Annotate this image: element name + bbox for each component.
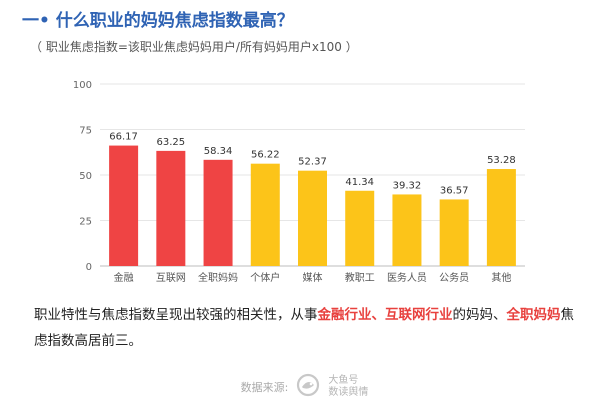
x-tick-label: 互联网	[156, 272, 186, 284]
x-tick-label: 媒体	[303, 272, 323, 284]
conclusion-part3: 焦虑指数高居前三。	[34, 307, 574, 349]
bar	[345, 190, 375, 266]
y-tick-label: 100	[73, 80, 92, 91]
x-tick-label: 教职工	[345, 271, 375, 284]
y-tick-label: 0	[86, 262, 92, 273]
data-label: 39.32	[393, 180, 422, 191]
x-tick-label: 全职妈妈	[198, 271, 238, 284]
x-tick-label: 公务员	[439, 271, 469, 284]
x-tick-label: 金融	[114, 271, 134, 284]
page-title: 一• 什么职业的妈妈焦虑指数最高？	[22, 11, 294, 31]
bar	[203, 159, 233, 266]
bar	[109, 145, 139, 266]
y-tick-label: 25	[79, 217, 92, 228]
bar	[156, 150, 186, 266]
label-layer: 0 25 50 75 100 66.17 金融 63.25 互联网 58.34 全职妈妈 56.22 个…	[73, 80, 516, 284]
data-label: 41.34	[345, 177, 374, 188]
data-label: 52.37	[298, 157, 327, 168]
logo-line-2: 数读舆情	[328, 387, 369, 398]
data-label: 58.34	[204, 146, 233, 157]
y-tick-label: 75	[79, 126, 92, 137]
conclusion-text: 职业特性与焦虑指数呈现出较强的相关性，从事金融行业、互联网行业的妈妈、全职妈妈焦…	[34, 302, 574, 354]
x-tick-label: 其他	[491, 271, 511, 284]
logo-text: 大鱼号 数读舆情	[328, 375, 368, 399]
bar	[486, 169, 516, 266]
dayu-logo-icon	[296, 373, 320, 401]
bar-layer	[109, 145, 516, 266]
conclusion-highlight-industries: 金融行业、互联网行业	[317, 307, 453, 323]
y-tick-label: 50	[79, 171, 92, 182]
conclusion-part2: 的妈妈、	[452, 307, 507, 323]
bar	[392, 194, 422, 266]
page-subtitle: （ 职业焦虑指数=该职业焦虑妈妈用户/所有妈妈用户x100 ）	[30, 40, 358, 54]
data-label: 66.17	[109, 132, 138, 143]
source-label: 数据来源:	[240, 381, 289, 394]
conclusion-part1: 职业特性与焦虑指数呈现出较强的相关性，从事	[34, 307, 318, 323]
conclusion-highlight-fulltime: 全职妈妈	[506, 307, 561, 323]
bar	[439, 199, 469, 266]
x-tick-label: 医务人员	[387, 271, 427, 284]
data-source: 数据来源: 大鱼号 数读舆情	[0, 372, 609, 402]
data-label: 36.57	[440, 185, 469, 196]
data-label: 53.28	[487, 155, 516, 166]
data-label: 56.22	[251, 150, 280, 161]
logo-line-1: 大鱼号	[328, 375, 359, 386]
bar	[298, 170, 327, 266]
bar-chart: 0 25 50 75 100 66.17 金融 63.25 互联网 58.34 全职妈妈 56.22 个…	[73, 80, 525, 284]
bar	[250, 163, 280, 266]
x-tick-label: 个体户	[250, 271, 280, 284]
data-label: 63.25	[157, 137, 186, 148]
